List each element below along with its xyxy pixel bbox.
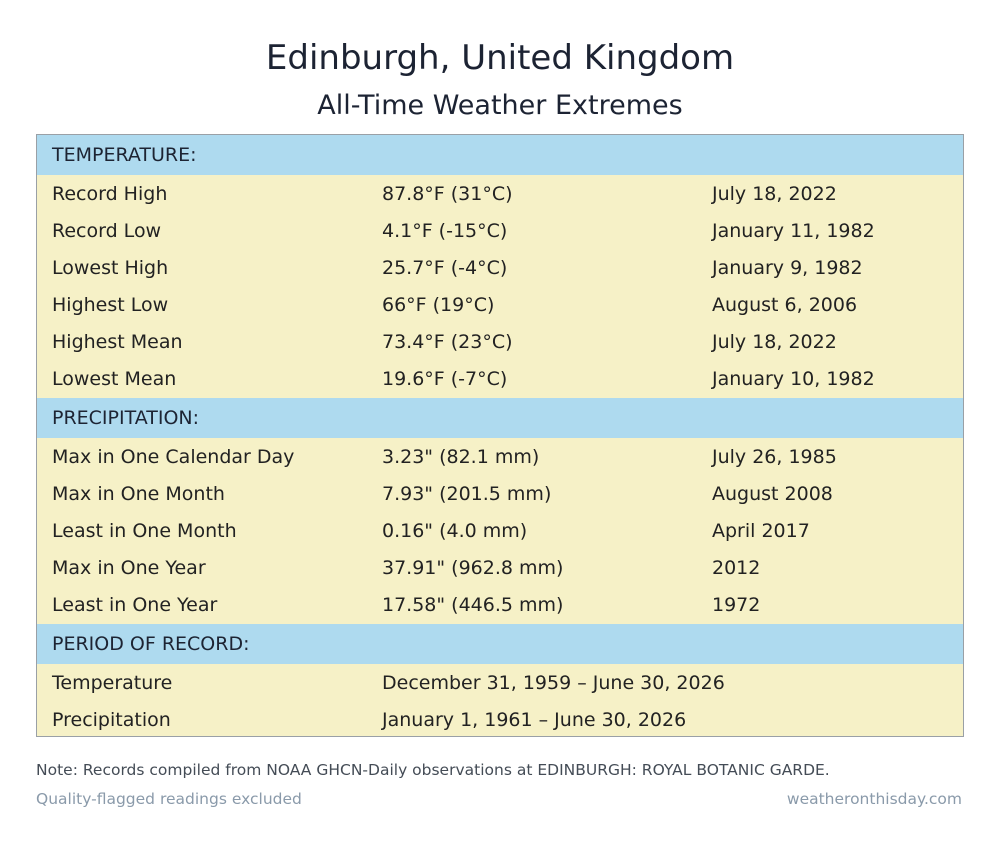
source-note: Note: Records compiled from NOAA GHCN-Da… — [36, 761, 830, 779]
row-label: Highest Low — [52, 294, 169, 316]
row-date: January 10, 1982 — [712, 368, 875, 390]
table-row: Lowest High 25.7°F (-4°C) January 9, 198… — [37, 250, 963, 287]
row-value: 4.1°F (-15°C) — [382, 220, 508, 242]
row-date: 1972 — [712, 594, 761, 616]
row-value: 7.93" (201.5 mm) — [382, 483, 552, 505]
row-value: 3.23" (82.1 mm) — [382, 446, 540, 468]
table-row: Max in One Calendar Day 3.23" (82.1 mm) … — [37, 439, 963, 476]
extremes-table: TEMPERATURE: Record High 87.8°F (31°C) J… — [36, 134, 964, 737]
row-date: April 2017 — [712, 520, 810, 542]
row-label: Least in One Year — [52, 594, 218, 616]
row-value: 17.58" (446.5 mm) — [382, 594, 564, 616]
row-label: Least in One Month — [52, 520, 237, 542]
row-date: August 6, 2006 — [712, 294, 858, 316]
row-value: December 31, 1959 – June 30, 2026 — [382, 672, 725, 694]
row-value: January 1, 1961 – June 30, 2026 — [382, 709, 687, 731]
table-row: Highest Low 66°F (19°C) August 6, 2006 — [37, 287, 963, 324]
row-value: 19.6°F (-7°C) — [382, 368, 508, 390]
row-value: 0.16" (4.0 mm) — [382, 520, 528, 542]
row-label: Precipitation — [52, 709, 171, 731]
row-value: 37.91" (962.8 mm) — [382, 557, 564, 579]
row-value: 25.7°F (-4°C) — [382, 257, 508, 279]
table-row: Max in One Month 7.93" (201.5 mm) August… — [37, 476, 963, 513]
table-row: Least in One Month 0.16" (4.0 mm) April … — [37, 513, 963, 550]
row-label: Record Low — [52, 220, 162, 242]
table-row: Precipitation January 1, 1961 – June 30,… — [37, 702, 963, 739]
site-credit: weatheronthisday.com — [786, 790, 962, 808]
row-date: July 26, 1985 — [712, 446, 837, 468]
row-label: Lowest High — [52, 257, 169, 279]
page-title: Edinburgh, United Kingdom — [265, 38, 735, 78]
table-row: Least in One Year 17.58" (446.5 mm) 1972 — [37, 587, 963, 624]
row-label: Max in One Year — [52, 557, 206, 579]
row-date: July 18, 2022 — [712, 331, 837, 353]
page-subtitle: All-Time Weather Extremes — [317, 90, 683, 121]
row-label: Max in One Calendar Day — [52, 446, 295, 468]
quality-note: Quality-flagged readings excluded — [36, 790, 302, 808]
row-date: July 18, 2022 — [712, 183, 837, 205]
period-rows: Temperature December 31, 1959 – June 30,… — [37, 664, 963, 739]
section-header-period: PERIOD OF RECORD: — [37, 624, 963, 664]
row-date: 2012 — [712, 557, 761, 579]
section-header-temperature: TEMPERATURE: — [37, 135, 963, 175]
row-label: Highest Mean — [52, 331, 183, 353]
table-row: Record Low 4.1°F (-15°C) January 11, 198… — [37, 213, 963, 250]
row-label: Record High — [52, 183, 168, 205]
row-label: Temperature — [52, 672, 173, 694]
row-value: 73.4°F (23°C) — [382, 331, 513, 353]
temperature-rows: Record High 87.8°F (31°C) July 18, 2022 … — [37, 175, 963, 398]
row-date: August 2008 — [712, 483, 833, 505]
table-row: Highest Mean 73.4°F (23°C) July 18, 2022 — [37, 324, 963, 361]
table-row: Record High 87.8°F (31°C) July 18, 2022 — [37, 176, 963, 213]
row-label: Max in One Month — [52, 483, 225, 505]
row-date: January 9, 1982 — [712, 257, 863, 279]
table-row: Max in One Year 37.91" (962.8 mm) 2012 — [37, 550, 963, 587]
section-header-precipitation: PRECIPITATION: — [37, 398, 963, 438]
row-value: 66°F (19°C) — [382, 294, 495, 316]
table-row: Temperature December 31, 1959 – June 30,… — [37, 665, 963, 702]
precipitation-rows: Max in One Calendar Day 3.23" (82.1 mm) … — [37, 438, 963, 624]
row-value: 87.8°F (31°C) — [382, 183, 513, 205]
table-row: Lowest Mean 19.6°F (-7°C) January 10, 19… — [37, 361, 963, 398]
row-label: Lowest Mean — [52, 368, 177, 390]
row-date: January 11, 1982 — [712, 220, 875, 242]
